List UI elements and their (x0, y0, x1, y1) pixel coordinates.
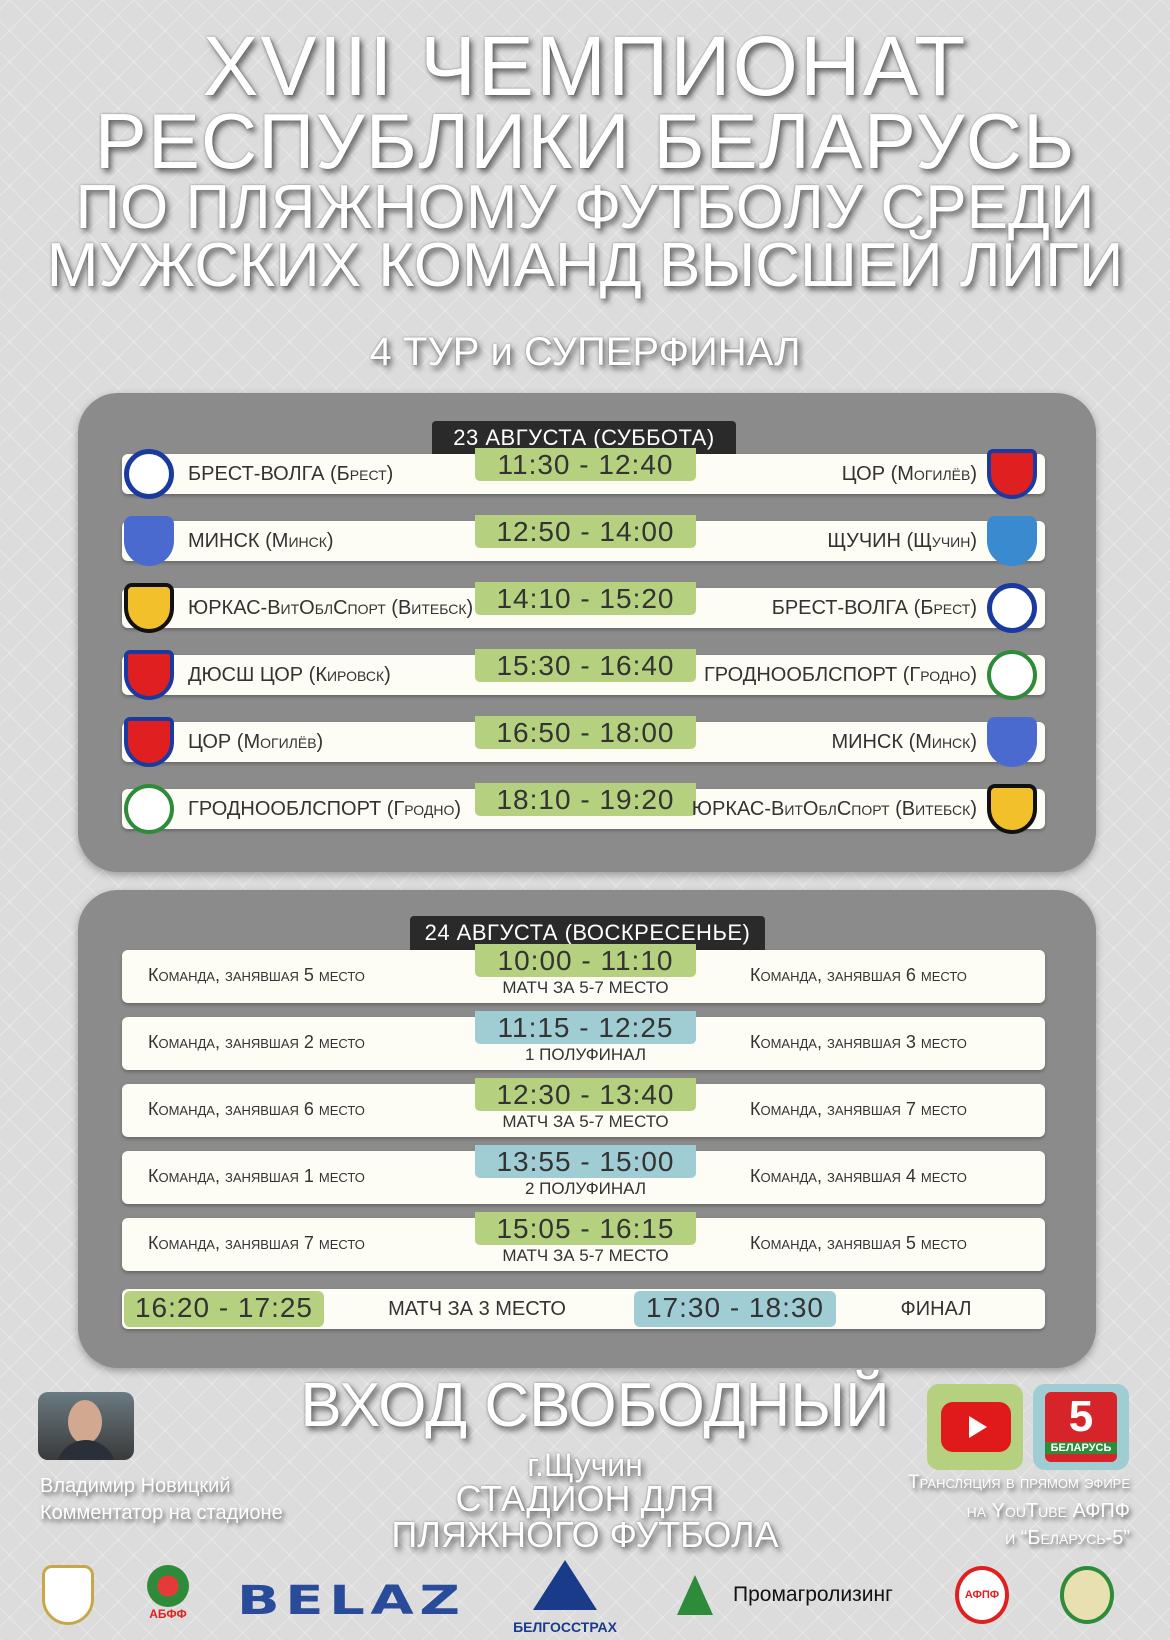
away-team-logo (987, 650, 1037, 700)
home-team: Команда, занявшая 5 место (148, 965, 365, 985)
sports-ministry-logo (1060, 1566, 1114, 1624)
home-team: ЮРКАС-ВитОблСпорт (Витебск) (188, 597, 474, 619)
away-team: Команда, занявшая 5 место (750, 1233, 967, 1253)
home-team: Команда, занявшая 7 место (148, 1233, 365, 1253)
match-row: ДЮСШ ЦОР (Кировск) 15:30 - 16:40 ГРОДНОО… (122, 649, 1045, 700)
match-time: 11:15 - 12:25 (475, 1011, 696, 1044)
away-team: ЮРКАС-ВитОблСпорт (Витебск) (691, 798, 977, 820)
match-row: Команда, занявшая 5 место 10:00 - 11:10 … (122, 944, 1045, 1003)
belarus5-logo: 5 БЕЛАРУСЬ (1045, 1392, 1117, 1462)
match-time: 15:05 - 16:15 (475, 1212, 696, 1245)
match-time: 13:55 - 15:00 (475, 1145, 696, 1178)
match-time: 12:30 - 13:40 (475, 1078, 696, 1111)
match-row: МИНСК (Минск) 12:50 - 14:00 ЩУЧИН (Щучин… (122, 515, 1045, 566)
commentator-name: Владимир Новицкий (40, 1475, 231, 1497)
third-place-label: МАТЧ ЗА 3 МЕСТО (388, 1298, 566, 1320)
match-label: МАТЧ ЗА 5-7 МЕСТО (502, 978, 669, 997)
away-team: БРЕСТ-ВОЛГА (Брест) (771, 597, 977, 619)
broadcast-line-1: Трансляция в прямом эфире (908, 1472, 1130, 1493)
match-row: Команда, занявшая 6 место 12:30 - 13:40 … (122, 1078, 1045, 1137)
free-entry: ВХОД СВОБОДНЫЙ (300, 1371, 890, 1440)
commentator-role: Комментатор на стадионе (40, 1502, 283, 1524)
match-time: 16:50 - 18:00 (475, 716, 696, 749)
away-team: ЦОР (Могилёв) (841, 463, 977, 485)
belarus5-button[interactable]: 5 БЕЛАРУСЬ (1033, 1384, 1129, 1470)
match-row: ЮРКАС-ВитОблСпорт (Витебск) 14:10 - 15:2… (122, 582, 1045, 633)
home-team-logo (124, 449, 174, 499)
home-team: БРЕСТ-ВОЛГА (Брест) (188, 463, 394, 485)
home-team-logo (124, 717, 174, 767)
away-team-logo (987, 516, 1037, 566)
youtube-icon (941, 1402, 1011, 1452)
promagrolizing-logo: Промагролизинг (677, 1575, 907, 1635)
venue-line-1: СТАДИОН ДЛЯ (455, 1478, 715, 1519)
match-time: 11:30 - 12:40 (475, 448, 696, 481)
title-line-3: ПО ПЛЯЖНОМУ ФУТБОЛУ СРЕДИ (75, 173, 1095, 242)
broadcast-line-3: и “Беларусь-5” (1005, 1527, 1130, 1549)
venue-line-2: ПЛЯЖНОГО ФУТБОЛА (391, 1514, 779, 1555)
home-team: ДЮСШ ЦОР (Кировск) (188, 664, 391, 686)
third-place-time: 16:20 - 17:25 (124, 1291, 324, 1327)
home-team: Команда, занявшая 2 место (148, 1032, 365, 1052)
match-label: 2 ПОЛУФИНАЛ (524, 1179, 647, 1198)
commentator-photo (38, 1392, 134, 1460)
away-team: МИНСК (Минск) (831, 731, 977, 753)
broadcast-line-2: на YouTube АФПФ (966, 1500, 1130, 1522)
subtitle: 4 ТУР и СУПЕРФИНАЛ (369, 330, 801, 374)
home-team-logo (124, 650, 174, 700)
title-line-2: РЕСПУБЛИКИ БЕЛАРУСЬ (94, 97, 1076, 185)
away-team-logo (987, 583, 1037, 633)
match-row: Команда, занявшая 7 место 15:05 - 16:15 … (122, 1212, 1045, 1271)
away-team: Команда, занявшая 7 место (750, 1099, 967, 1119)
venue-city: г.Щучин (527, 1447, 643, 1483)
match-row: БРЕСТ-ВОЛГА (Брест) 11:30 - 12:40 ЦОР (М… (122, 448, 1045, 499)
match-label: МАТЧ ЗА 5-7 МЕСТО (502, 1246, 669, 1265)
away-team: Команда, занявшая 6 место (750, 965, 967, 985)
home-team-logo (124, 784, 174, 834)
away-team-logo (987, 449, 1037, 499)
home-team: Команда, занявшая 6 место (148, 1099, 365, 1119)
away-team: Команда, занявшая 4 место (750, 1166, 967, 1186)
abff-logo: АБФФ (143, 1565, 193, 1625)
match-row: Команда, занявшая 2 место 11:15 - 12:25 … (122, 1011, 1045, 1070)
youtube-button[interactable] (927, 1384, 1023, 1470)
away-team: ГРОДНООБЛСПОРТ (Гродно) (703, 664, 977, 686)
match-label: 1 ПОЛУФИНАЛ (524, 1045, 647, 1064)
home-team: ЦОР (Могилёв) (188, 731, 324, 753)
home-team: ГРОДНООБЛСПОРТ (Гродно) (188, 798, 462, 820)
away-team-logo (987, 784, 1037, 834)
match-row: ЦОР (Могилёв) 16:50 - 18:00 МИНСК (Минск… (122, 716, 1045, 767)
match-label: МАТЧ ЗА 5-7 МЕСТО (502, 1112, 669, 1131)
belgosstrakh-logo: БЕЛГОССТРАХ (495, 1560, 635, 1635)
final-row: 16:20 - 17:25 МАТЧ ЗА 3 МЕСТО 17:30 - 18… (122, 1289, 1045, 1329)
title-line-1: XVIII ЧЕМПИОНАТ (202, 19, 968, 113)
belaz-logo: BELAZ (237, 1578, 466, 1624)
match-time: 14:10 - 15:20 (475, 582, 696, 615)
afpf-logo: АФПФ (955, 1566, 1009, 1624)
home-team: Команда, занявшая 1 место (148, 1166, 365, 1186)
match-row: Команда, занявшая 1 место 13:55 - 15:00 … (122, 1145, 1045, 1204)
home-team: МИНСК (Минск) (188, 530, 334, 552)
home-team-logo (124, 516, 174, 566)
day1-panel: 23 АВГУСТА (СУББОТА) БРЕСТ-ВОЛГА (Брест)… (78, 393, 1096, 872)
home-team-logo (124, 583, 174, 633)
match-time: 18:10 - 19:20 (475, 783, 696, 816)
match-time: 12:50 - 14:00 (475, 515, 696, 548)
match-time: 10:00 - 11:10 (475, 944, 696, 977)
away-team: ЩУЧИН (Щучин) (827, 530, 977, 552)
title-line-4: МУЖСКИХ КОМАНД ВЫСШЕЙ ЛИГИ (46, 231, 1124, 300)
day2-panel: 24 АВГУСТА (ВОСКРЕСЕНЬЕ) Команда, занявш… (78, 890, 1096, 1368)
final-time: 17:30 - 18:30 (634, 1291, 836, 1327)
match-time: 15:30 - 16:40 (475, 649, 696, 682)
match-row: ГРОДНООБЛСПОРТ (Гродно) 18:10 - 19:20 ЮР… (122, 783, 1045, 834)
final-label: ФИНАЛ (900, 1298, 972, 1320)
away-team-logo (987, 717, 1037, 767)
olympic-committee-logo (42, 1565, 94, 1625)
away-team: Команда, занявшая 3 место (750, 1032, 967, 1052)
